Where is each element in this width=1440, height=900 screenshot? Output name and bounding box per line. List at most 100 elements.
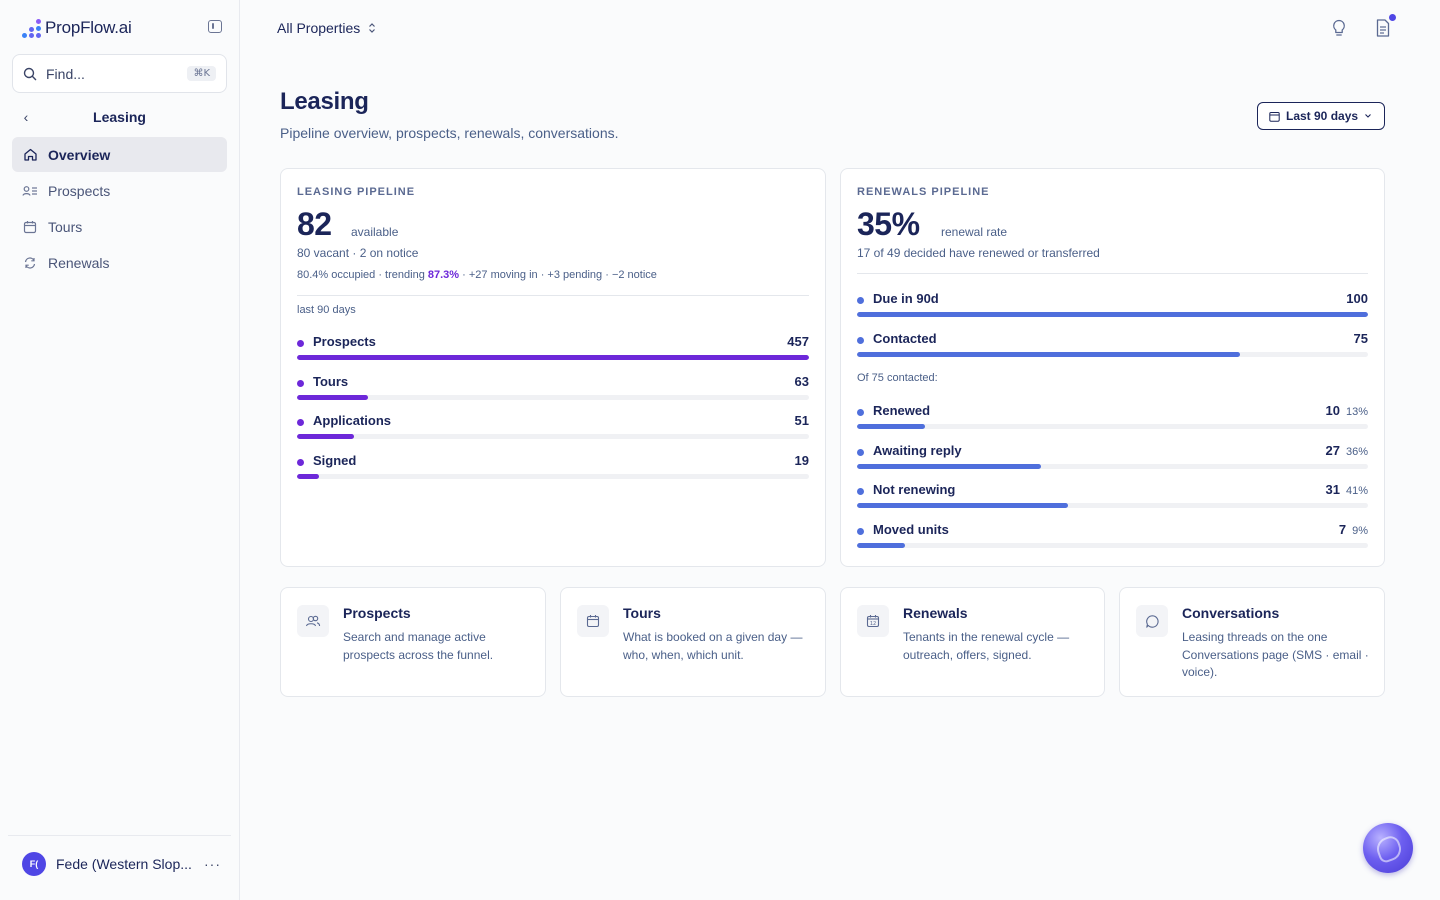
sidebar-item-renewals[interactable]: Renewals	[12, 245, 227, 280]
bar-row: Contacted 75	[857, 331, 1368, 361]
bar-fill	[857, 312, 1368, 317]
nav-card-description: Tenants in the renewal cycle — outreach,…	[903, 630, 1070, 662]
bar-value: 27 36%	[1326, 443, 1369, 458]
brand[interactable]: PropFlow.ai	[20, 16, 132, 40]
sidebar-collapse-icon[interactable]	[208, 20, 222, 33]
bar-value: 10 13%	[1326, 403, 1369, 418]
page-title: Leasing	[280, 88, 369, 115]
calendar-date-icon: 12	[857, 605, 889, 637]
date-range-button[interactable]: Last 90 days	[1257, 102, 1385, 130]
bar-count: 19	[794, 452, 809, 468]
calendar-icon	[577, 605, 609, 637]
more-options-icon[interactable]: ···	[204, 856, 221, 872]
bar-value: 63	[795, 374, 809, 389]
sidebar-item-tours[interactable]: Tours	[12, 209, 227, 244]
bar-track	[857, 352, 1368, 357]
search-icon	[23, 67, 37, 80]
nav-card-title: Renewals	[903, 605, 968, 621]
movement-text: · +27 moving in · +3 pending · −2 notice	[459, 269, 657, 281]
bar-fill	[857, 542, 905, 548]
bar-fill	[297, 473, 319, 479]
bar-track	[857, 312, 1368, 317]
bar-label: Awaiting reply	[873, 442, 962, 458]
page-subtitle: Pipeline overview, prospects, renewals, …	[280, 125, 619, 141]
bar-count: 75	[1353, 331, 1368, 346]
nav-card-title: Conversations	[1182, 605, 1280, 621]
chevron-down-icon	[1365, 114, 1371, 118]
bar-fill	[857, 503, 1069, 508]
renewal-summary: 17 of 49 decided have renewed or transfe…	[857, 246, 1100, 260]
bar-track	[857, 542, 1368, 548]
contacted-label: Of 75 contacted:	[857, 372, 938, 384]
vacancy-summary: 80 vacant · 2 on notice	[297, 246, 419, 260]
calendar-icon	[22, 219, 38, 235]
sidebar-divider	[8, 835, 231, 836]
assistant-orb-button[interactable]	[1363, 823, 1413, 873]
renewal-rate: 35%	[857, 206, 920, 242]
card-kicker: LEASING PIPELINE	[297, 186, 416, 198]
property-selector[interactable]: All Properties	[277, 18, 376, 38]
search-input[interactable]: Find... ⌘K	[12, 54, 227, 93]
user-menu[interactable]: F( Fede (Western Slop... ···	[22, 851, 227, 877]
sidebar-item-overview[interactable]: Overview	[12, 137, 227, 172]
bar-label: Renewed	[873, 403, 931, 418]
refresh-icon	[22, 255, 38, 271]
search-placeholder: Find...	[46, 65, 85, 82]
bar-row: Not renewing 31 41%	[857, 482, 1368, 512]
bar-value: 31 41%	[1326, 482, 1369, 497]
nav-card-tours[interactable]: Tours What is booked on a given day — wh…	[560, 587, 826, 697]
series-dot	[297, 379, 304, 387]
bar-track	[857, 424, 1368, 429]
sidebar-item-prospects[interactable]: Prospects	[12, 173, 227, 208]
bar-fill	[297, 394, 368, 400]
sidebar: PropFlow.ai Find... ⌘K ‹ Leasing Overvie…	[0, 0, 240, 900]
bar-fill	[297, 355, 809, 360]
bar-value: 457	[787, 334, 809, 349]
sidebar-item-label: Renewals	[48, 254, 110, 271]
bar-row: Tours 63	[297, 374, 809, 404]
series-dot	[857, 488, 864, 495]
leasing-pipeline-card: LEASING PIPELINE 82 available 80 vacant …	[280, 168, 826, 567]
bar-percent: 13%	[1345, 406, 1368, 418]
bar-value: 19	[795, 453, 809, 468]
bar-count: 31	[1325, 482, 1340, 497]
nav-card-renewals[interactable]: 12 Renewals Tenants in the renewal cycle…	[840, 587, 1105, 697]
bar-row: Awaiting reply 27 36%	[857, 443, 1368, 473]
nav-card-description: What is booked on a given day — who, whe…	[623, 630, 803, 662]
bar-label: Not renewing	[873, 482, 956, 497]
bar-row: Moved units 7 9%	[857, 522, 1368, 552]
bar-row: Signed 19	[297, 453, 809, 483]
available-count: 82	[297, 206, 332, 242]
bar-fill	[857, 463, 1041, 469]
bar-count: 7	[1338, 521, 1347, 537]
card-kicker: RENEWALS PIPELINE	[857, 186, 990, 198]
bar-fill	[857, 424, 925, 429]
bar-label: Prospects	[313, 334, 376, 349]
bar-count: 457	[787, 334, 809, 349]
occupancy-text: 80.4% occupied · trending	[297, 269, 428, 281]
bar-percent: 9%	[1352, 524, 1368, 537]
nav-card-prospects[interactable]: Prospects Search and manage active prosp…	[280, 587, 546, 697]
user-name: Fede (Western Slop...	[56, 856, 192, 872]
bar-value: 75	[1354, 331, 1368, 346]
notes-icon[interactable]	[1373, 18, 1393, 38]
brand-logo-icon	[20, 17, 42, 39]
search-shortcut-badge: ⌘K	[187, 66, 216, 81]
nav-card-title: Prospects	[343, 605, 411, 621]
back-chevron-icon[interactable]: ‹	[23, 109, 29, 125]
card-divider	[297, 295, 809, 296]
bar-track	[297, 355, 809, 360]
bar-track	[857, 503, 1368, 508]
bar-count: 51	[794, 413, 809, 428]
nav-card-conversations[interactable]: Conversations Leasing threads on the one…	[1119, 587, 1385, 697]
property-selector-label: All Properties	[277, 20, 361, 36]
brand-name: PropFlow.ai	[45, 18, 132, 37]
sidebar-section-header: ‹ Leasing	[12, 106, 227, 128]
sidebar-item-label: Overview	[48, 146, 111, 163]
bar-percent: 41%	[1345, 485, 1368, 497]
lightbulb-icon[interactable]	[1329, 18, 1349, 38]
bar-row: Prospects 457	[297, 334, 809, 364]
nav-card-description: Search and manage active prospects acros…	[343, 630, 494, 662]
date-range-label: Last 90 days	[1286, 109, 1359, 123]
bar-track	[297, 434, 809, 439]
